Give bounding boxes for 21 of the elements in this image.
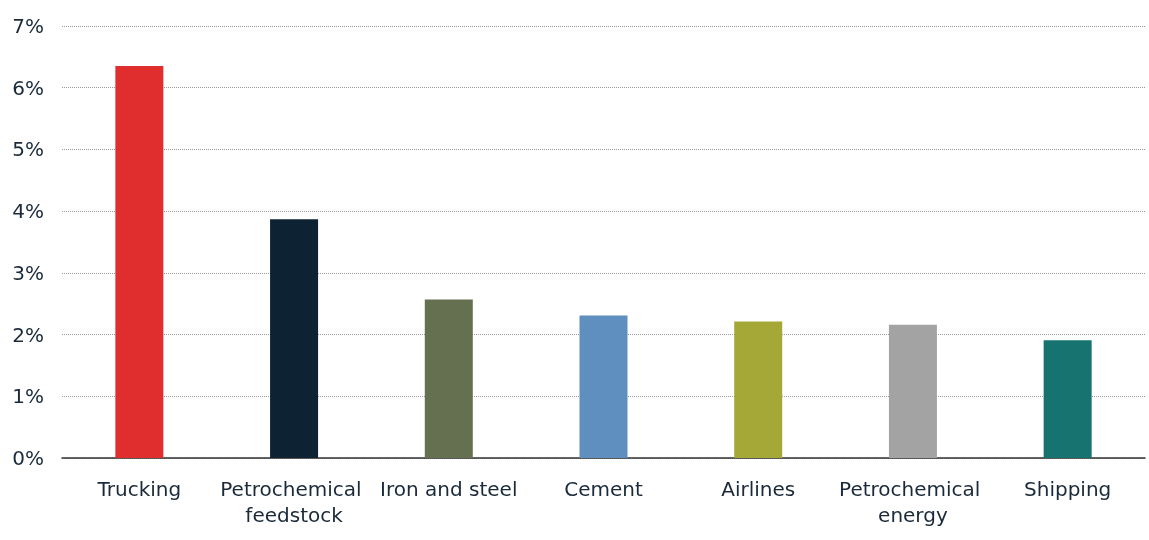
x-tick-label: Iron and steel (380, 477, 518, 501)
bar (1043, 340, 1092, 458)
y-tick-label: 0% (12, 446, 44, 470)
y-tick-label: 3% (12, 260, 44, 285)
y-tick-label: 4% (12, 199, 44, 224)
bar (115, 66, 164, 458)
x-tick-label: Trucking (96, 477, 182, 501)
y-tick-label: 5% (12, 137, 44, 162)
bar (270, 219, 319, 458)
y-tick-label: 1% (12, 384, 44, 409)
x-tick-label: Cement (564, 477, 643, 501)
x-tick-label: Shipping (1024, 477, 1112, 501)
x-tick-label: Petrochemical feedstock (220, 477, 368, 527)
bar (734, 321, 783, 458)
bar (424, 299, 473, 458)
x-tick-label: Airlines (721, 477, 796, 501)
bar (579, 315, 628, 458)
y-tick-label: 6% (12, 75, 44, 100)
x-tick-label: Petrochemical energy (839, 477, 987, 527)
y-tick-label: 7% (12, 14, 44, 38)
y-tick-label: 2% (12, 322, 44, 347)
